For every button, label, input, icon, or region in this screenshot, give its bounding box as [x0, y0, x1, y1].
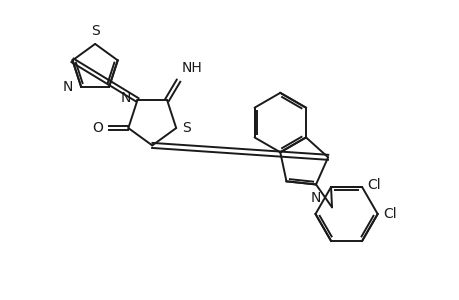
Text: O: O: [92, 121, 102, 135]
Text: Cl: Cl: [367, 178, 381, 192]
Text: Cl: Cl: [382, 207, 396, 221]
Text: N: N: [62, 80, 73, 94]
Text: N: N: [310, 191, 320, 205]
Text: S: S: [182, 121, 191, 135]
Text: N: N: [120, 91, 131, 105]
Text: S: S: [90, 24, 99, 38]
Text: NH: NH: [181, 61, 202, 75]
